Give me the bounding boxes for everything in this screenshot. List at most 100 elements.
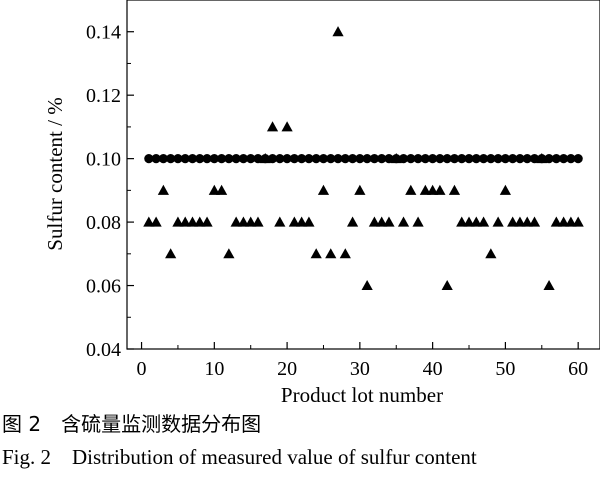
triangle-point bbox=[179, 216, 191, 227]
triangle-point bbox=[172, 216, 184, 227]
circle-point bbox=[289, 154, 299, 164]
circle-point bbox=[195, 154, 205, 164]
circle-point bbox=[435, 154, 445, 164]
y-tick-label: 0.12 bbox=[86, 85, 121, 107]
triangle-point bbox=[194, 216, 206, 227]
triangle-point bbox=[259, 153, 271, 164]
y-axis-title: Sulfur content / % bbox=[43, 97, 67, 250]
triangle-point bbox=[288, 216, 300, 227]
triangle-point bbox=[201, 216, 213, 227]
x-tick-label: 30 bbox=[350, 358, 370, 380]
plot-frame bbox=[126, 0, 600, 350]
circle-point bbox=[559, 154, 569, 164]
triangle-point bbox=[412, 216, 424, 227]
y-axis: 0.04 0.06 0.08 0.10 0.12 0.14 bbox=[86, 22, 134, 361]
circle-point bbox=[209, 154, 219, 164]
triangle-point bbox=[274, 216, 286, 227]
triangle-point bbox=[499, 184, 511, 195]
y-tick-label: 0.14 bbox=[86, 22, 121, 44]
circle-point bbox=[326, 154, 336, 164]
circle-point bbox=[282, 154, 292, 164]
triangle-point bbox=[376, 216, 388, 227]
circle-point bbox=[406, 154, 416, 164]
circle-point bbox=[566, 154, 576, 164]
triangle-point bbox=[332, 26, 344, 37]
circle-point bbox=[377, 154, 387, 164]
circle-point bbox=[340, 154, 350, 164]
triangle-point bbox=[550, 216, 562, 227]
triangle-point bbox=[303, 216, 315, 227]
x-axis-title: Product lot number bbox=[281, 383, 443, 405]
triangle-point bbox=[361, 279, 373, 291]
circle-point bbox=[478, 154, 489, 164]
triangle-point bbox=[346, 216, 359, 227]
circle-point bbox=[369, 154, 380, 164]
triangle-point bbox=[383, 216, 395, 227]
circle-point bbox=[347, 154, 358, 164]
circle-point bbox=[318, 154, 329, 164]
triangle-point bbox=[441, 279, 453, 291]
circle-point bbox=[500, 154, 510, 164]
circle-point bbox=[355, 154, 365, 164]
triangle-point bbox=[543, 279, 555, 291]
circle-point bbox=[515, 154, 525, 164]
circle-point bbox=[544, 154, 554, 164]
circle-point bbox=[413, 154, 423, 164]
circle-point bbox=[398, 154, 409, 164]
triangle-point bbox=[514, 216, 526, 227]
triangle-point bbox=[463, 216, 475, 227]
triangle-point bbox=[368, 216, 381, 227]
triangle-point bbox=[507, 216, 519, 227]
circle-point bbox=[493, 154, 503, 164]
figure-caption-english: Fig. 2 Distribution of measured value of… bbox=[2, 445, 477, 469]
circle-point bbox=[217, 154, 227, 164]
circle-point bbox=[180, 154, 190, 164]
circle-point bbox=[158, 154, 168, 164]
circle-point bbox=[464, 154, 474, 164]
triangle-point bbox=[427, 184, 439, 195]
x-tick-label: 50 bbox=[495, 358, 515, 380]
circle-point bbox=[144, 154, 154, 164]
triangle-point bbox=[390, 153, 402, 164]
circle-point bbox=[202, 154, 212, 164]
circle-point bbox=[551, 154, 561, 164]
circle-point bbox=[529, 154, 540, 164]
circle-point bbox=[151, 154, 161, 164]
triangle-point bbox=[245, 216, 257, 227]
triangle-point bbox=[477, 216, 490, 227]
triangle-point bbox=[434, 184, 446, 195]
x-tick-label: 10 bbox=[204, 358, 224, 380]
triangle-point bbox=[419, 184, 431, 195]
triangle-point bbox=[536, 153, 548, 164]
triangle-point bbox=[325, 248, 337, 259]
circle-point bbox=[457, 154, 467, 164]
triangle-point bbox=[281, 121, 293, 132]
triangle-point bbox=[528, 216, 541, 227]
triangle-point bbox=[521, 216, 533, 227]
triangle-point bbox=[150, 216, 162, 227]
circle-point bbox=[442, 154, 452, 164]
y-tick-label: 0.10 bbox=[86, 149, 121, 171]
circle-point bbox=[246, 154, 256, 164]
triangle-point bbox=[558, 216, 570, 227]
circle-point bbox=[449, 154, 460, 164]
triangle-point bbox=[448, 184, 461, 195]
triangle-point bbox=[296, 216, 308, 227]
triangle-point bbox=[252, 216, 264, 227]
circle-point bbox=[297, 154, 307, 164]
triangle-point bbox=[456, 216, 468, 227]
circle-point bbox=[486, 154, 496, 164]
triangle-point bbox=[143, 216, 155, 227]
circle-point bbox=[522, 154, 532, 164]
circle-point bbox=[231, 154, 241, 164]
triangle-point bbox=[310, 248, 322, 259]
triangle-point bbox=[572, 216, 584, 227]
triangle-point bbox=[485, 248, 497, 259]
data-points bbox=[143, 26, 584, 291]
circle-point bbox=[428, 154, 438, 164]
circle-point bbox=[311, 154, 321, 164]
y-tick-label: 0.08 bbox=[86, 212, 121, 234]
triangle-point bbox=[266, 121, 279, 132]
triangle-point bbox=[230, 216, 242, 227]
